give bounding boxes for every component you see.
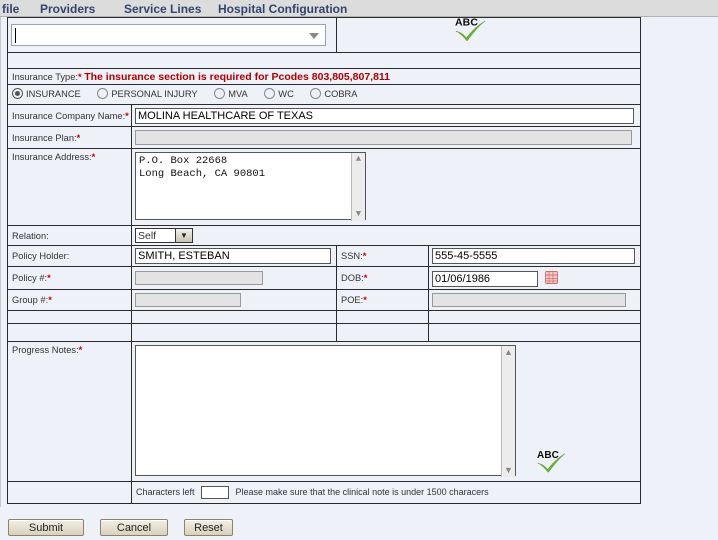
svg-text:ABC: ABC [537, 450, 559, 461]
svg-text:ABC: ABC [455, 17, 478, 29]
